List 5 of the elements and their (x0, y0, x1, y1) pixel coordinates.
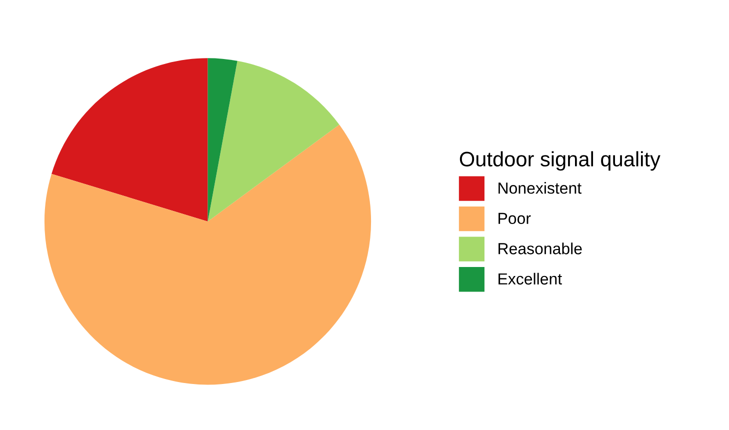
legend-title: Outdoor signal quality (460, 151, 660, 171)
legend-label: Poor (498, 212, 531, 224)
legend-label: Nonexistent (498, 182, 582, 194)
legend-label: Excellent (498, 272, 562, 285)
legend-label: Reasonable (498, 242, 582, 254)
